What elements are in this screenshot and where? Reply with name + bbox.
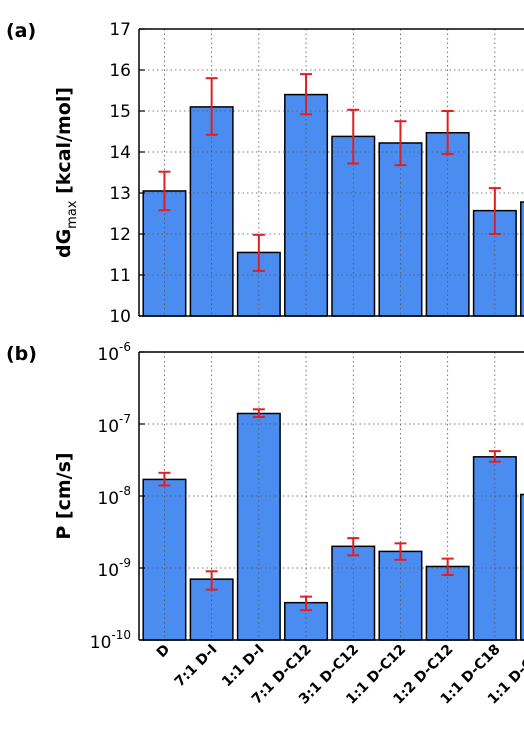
panel-a-ytick-label-1: 11	[109, 266, 131, 286]
panel-a-bar-5	[378, 142, 423, 317]
panel-b-ytick-label-4: 10-6	[97, 340, 131, 365]
panel-a-ytick-label-3: 13	[109, 184, 131, 204]
panel-a-errorbar-5	[394, 120, 407, 167]
panel-b-ytick-label-1: 10-9	[97, 556, 131, 581]
panel-a-bar-8	[520, 201, 524, 317]
category-label-0: D	[154, 642, 174, 662]
category-label-1: 7:1 D-I	[172, 642, 221, 691]
panel-b-errorbar-2	[252, 408, 265, 419]
panel-a-ytick-label-5: 15	[109, 102, 131, 122]
panel-a-errorbar-2	[252, 233, 265, 272]
panel-b-ytick-label-0: 10-10	[90, 628, 131, 653]
panel-a-errorbar-6	[441, 110, 454, 156]
panel-b-errorbar-4	[347, 537, 360, 557]
panel-b-errorbar-6	[441, 557, 454, 576]
panel-a-errorbar-3	[300, 73, 313, 116]
panel-b-errorbar-3	[300, 595, 313, 612]
panel-b-errorbar-0	[158, 471, 171, 487]
panel-a-errorbar-0	[158, 170, 171, 212]
panel-a-ytick-label-7: 17	[109, 20, 131, 40]
panel-b-errorbar-7	[488, 450, 501, 463]
panel-a-y-title: dGmax [kcal/mol]	[53, 87, 80, 258]
panel-b-bar-7	[472, 456, 517, 641]
panel-b-errorbar-5	[394, 542, 407, 561]
panel-b-label: (b)	[6, 343, 37, 365]
panel-a-ytick-label-4: 14	[109, 143, 131, 163]
panel-a-errorbar-7	[488, 187, 501, 235]
panel-a-ytick-label-2: 12	[109, 225, 131, 245]
panel-b-errorbar-1	[205, 570, 218, 591]
panel-b-y-title: P [cm/s]	[53, 452, 75, 539]
panel-a-errorbar-4	[347, 108, 360, 165]
panel-b-ytick-label-3: 10-7	[97, 412, 131, 437]
panel-b-bar-8	[520, 493, 524, 641]
panel-a-label: (a)	[6, 20, 36, 42]
panel-a-ytick-label-6: 16	[109, 61, 131, 81]
panel-b-ytick-label-2: 10-8	[97, 484, 131, 509]
category-label-2: 1:1 D-I	[219, 642, 268, 691]
panel-a-errorbar-1	[205, 77, 218, 136]
panel-a-ytick-label-0: 10	[109, 307, 131, 327]
